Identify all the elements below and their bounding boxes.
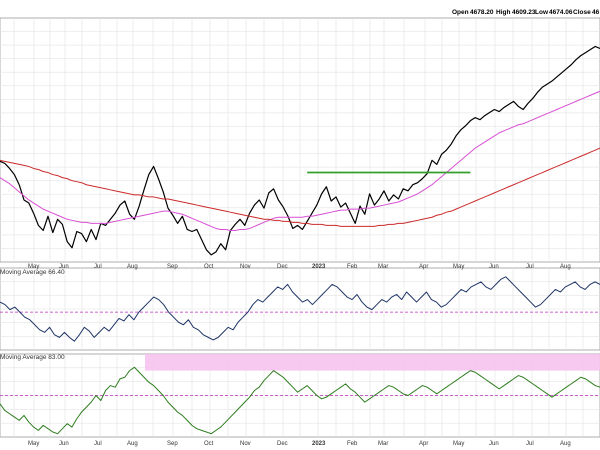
- price-x-tick-label: Aug: [560, 264, 571, 270]
- price-x-tick-label: Oct: [204, 264, 214, 270]
- breadth-x-tick-label: May: [28, 441, 39, 447]
- price-x-tick-label: Feb: [347, 264, 358, 270]
- price-x-tick-label: 2023: [312, 264, 326, 270]
- close-value: 46: [592, 9, 600, 16]
- momentum-series: [0, 276, 600, 342]
- breadth-x-tick-label: Dec: [277, 441, 288, 447]
- oscillator-panel-title: Moving Average 66.40: [0, 269, 65, 276]
- breadth-x-tick-label: Jun: [489, 441, 499, 447]
- breadth-x-tick-label: Feb: [347, 441, 358, 447]
- close-label: Close: [573, 9, 591, 16]
- breadth-x-tick-label: 2023: [312, 441, 326, 447]
- price-x-tick-label: Sep: [167, 264, 178, 270]
- breadth-x-tick-label: Apr: [419, 441, 428, 447]
- high-value: 4609.23: [512, 9, 536, 16]
- breadth-x-tick-label: Jul: [94, 441, 102, 447]
- price-x-tick-label: Jun: [59, 264, 69, 270]
- low-value: 4674.06: [549, 9, 573, 16]
- low-label: Low: [535, 9, 549, 16]
- price-series: [0, 45, 600, 256]
- overbought-band: [145, 354, 600, 371]
- breadth-x-tick-label: Jun: [59, 441, 69, 447]
- high-label: High: [496, 9, 510, 16]
- price-x-tick-label: Jul: [526, 264, 534, 270]
- series-layer: [0, 45, 600, 435]
- price-x-tick-label: Dec: [277, 264, 288, 270]
- breadth-x-tick-label: Oct: [204, 441, 214, 447]
- ohlc-header: Open 4678.20 High 4609.23 Low 4674.06 Cl…: [452, 9, 600, 16]
- open-value: 4678.20: [470, 9, 494, 16]
- breadth-x-tick-label: Nov: [240, 441, 251, 447]
- breadth-x-tick-label: Aug: [560, 441, 571, 447]
- price-x-tick-label: Aug: [127, 264, 138, 270]
- breadth-series: [0, 366, 600, 435]
- breadth-x-tick-label: Mar: [378, 441, 388, 447]
- breadth-x-tick-label: Sep: [167, 441, 178, 447]
- price-x-tick-label: Jun: [489, 264, 499, 270]
- price-x-tick-label: May: [28, 264, 39, 270]
- price-x-tick-label: May: [453, 264, 464, 270]
- axis-layer: May Jun Jul Aug Sep Oct Nov Dec 2023 Feb Mar Apr May…: [28, 264, 571, 447]
- price-x-tick-label: Apr: [419, 264, 428, 270]
- reference-line-layer: [0, 311, 600, 396]
- price-x-tick-label: Mar: [378, 264, 388, 270]
- breadth-x-tick-label: Jul: [526, 441, 534, 447]
- breadth-x-tick-label: Aug: [127, 441, 138, 447]
- breadth-panel-title: Moving Average 83.00: [0, 354, 65, 361]
- open-label: Open: [452, 9, 469, 16]
- ma_fast-series: [0, 90, 600, 231]
- ma_slow-series: [0, 147, 600, 227]
- breadth-x-tick-label: May: [453, 441, 464, 447]
- price-x-tick-label: Jul: [94, 264, 102, 270]
- price-x-tick-label: Nov: [240, 264, 251, 270]
- overbought-band-layer: [145, 354, 600, 371]
